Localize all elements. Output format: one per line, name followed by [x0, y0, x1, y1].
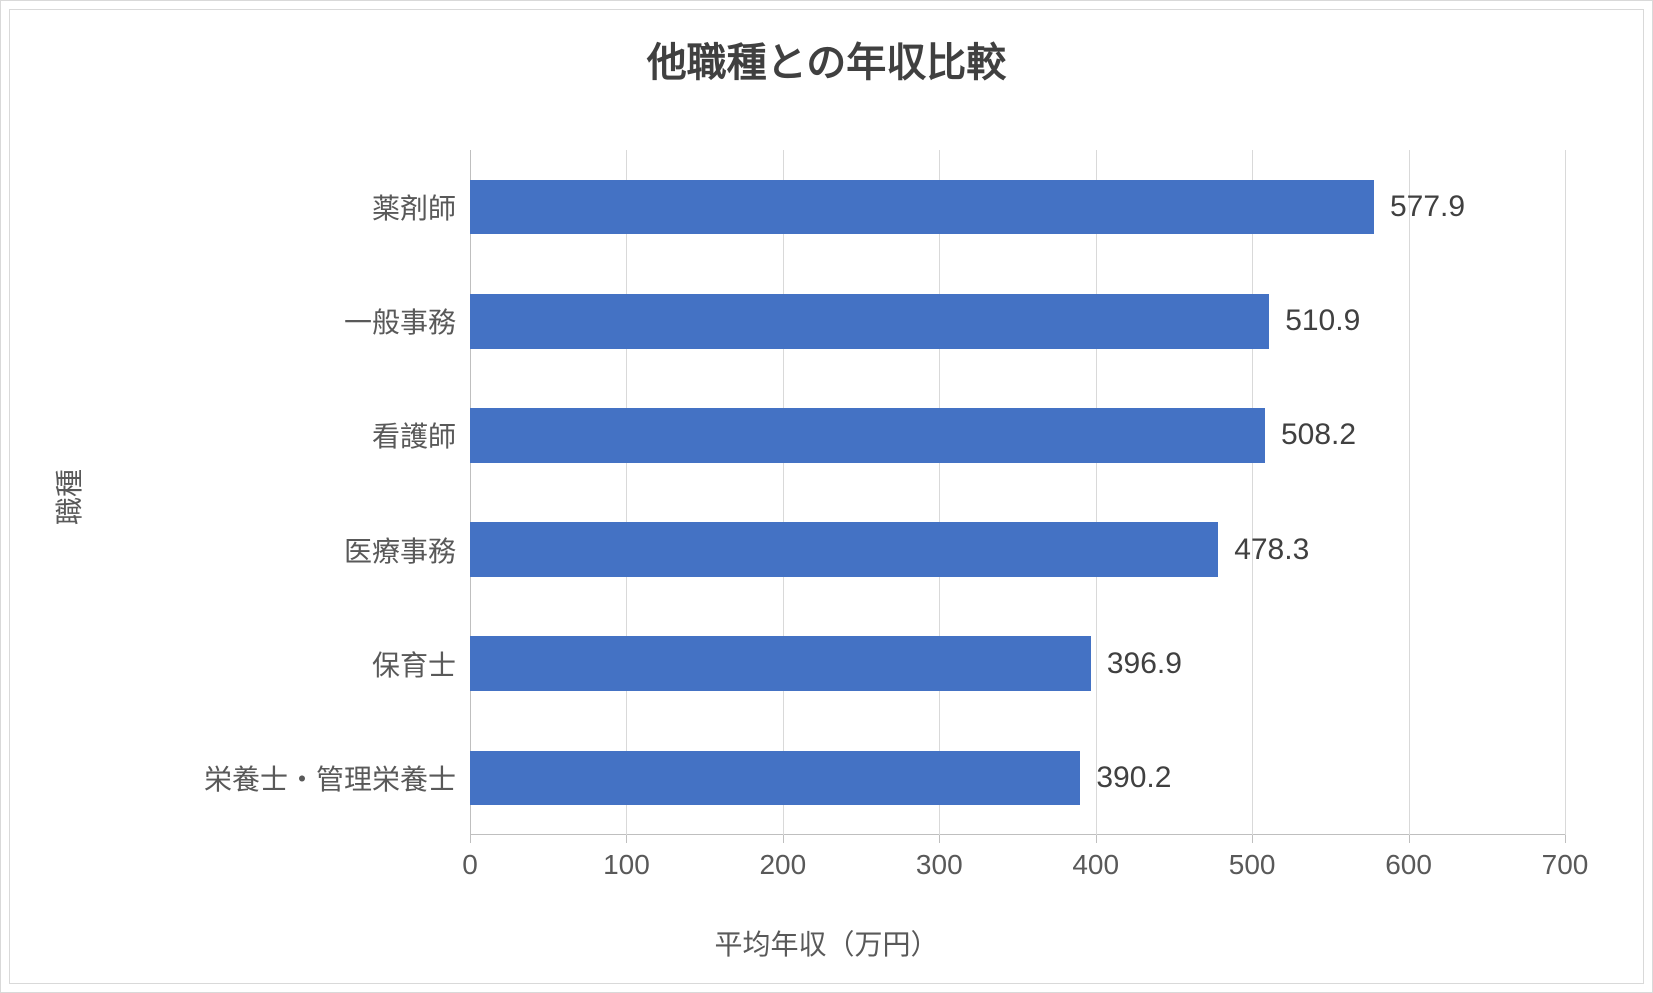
- x-tick-label: 0: [462, 849, 478, 881]
- bar: [470, 636, 1091, 691]
- bar: [470, 751, 1080, 806]
- x-tick-mark: [1409, 835, 1410, 843]
- y-axis-line: [470, 150, 471, 835]
- bar-row: 508.2: [470, 408, 1356, 463]
- bar: [470, 180, 1374, 235]
- x-tick-mark: [939, 835, 940, 843]
- bar: [470, 294, 1269, 349]
- bar-row: 396.9: [470, 636, 1182, 691]
- y-tick-label: 看護師: [372, 415, 470, 455]
- x-axis-line: [470, 834, 1565, 835]
- chart-title: 他職種との年収比較: [10, 30, 1643, 88]
- x-tick-mark: [783, 835, 784, 843]
- y-tick-label: 保育士: [372, 644, 470, 684]
- x-tick-label: 300: [916, 849, 963, 881]
- bar-row: 510.9: [470, 294, 1360, 349]
- x-tick-mark: [1252, 835, 1253, 843]
- x-tick-mark: [470, 835, 471, 843]
- x-tick-mark: [1565, 835, 1566, 843]
- grid-line: [1409, 150, 1410, 835]
- grid-line: [626, 150, 627, 835]
- grid-line: [1252, 150, 1253, 835]
- grid-line: [1096, 150, 1097, 835]
- x-tick-label: 200: [759, 849, 806, 881]
- bar-row: 390.2: [470, 751, 1171, 806]
- bar-row: 577.9: [470, 180, 1465, 235]
- bar-value-label: 390.2: [1096, 761, 1171, 795]
- x-tick-label: 100: [603, 849, 650, 881]
- x-tick-label: 700: [1542, 849, 1589, 881]
- grid-line: [1565, 150, 1566, 835]
- grid-line: [783, 150, 784, 835]
- y-axis-title: 職種: [48, 468, 88, 524]
- bar-value-label: 508.2: [1281, 418, 1356, 452]
- bar: [470, 408, 1265, 463]
- bar-row: 478.3: [470, 522, 1309, 577]
- x-tick-label: 500: [1229, 849, 1276, 881]
- chart-inner: 他職種との年収比較 職種 平均年収（万円） 010020030040050060…: [9, 9, 1644, 984]
- x-tick-mark: [626, 835, 627, 843]
- bar: [470, 522, 1218, 577]
- bar-value-label: 396.9: [1107, 647, 1182, 681]
- y-tick-label: 医療事務: [344, 530, 470, 570]
- x-tick-label: 400: [1072, 849, 1119, 881]
- x-tick-label: 600: [1385, 849, 1432, 881]
- plot-area: 0100200300400500600700薬剤師577.9一般事務510.9看…: [470, 150, 1565, 835]
- chart-card: 他職種との年収比較 職種 平均年収（万円） 010020030040050060…: [0, 0, 1653, 993]
- bar-value-label: 478.3: [1234, 533, 1309, 567]
- bar-value-label: 577.9: [1390, 190, 1465, 224]
- y-tick-label: 薬剤師: [372, 187, 470, 227]
- x-tick-mark: [1096, 835, 1097, 843]
- y-tick-label: 栄養士・管理栄養士: [204, 758, 470, 798]
- x-axis-title: 平均年収（万円）: [10, 923, 1643, 963]
- grid-line: [939, 150, 940, 835]
- bar-value-label: 510.9: [1285, 304, 1360, 338]
- y-tick-label: 一般事務: [344, 301, 470, 341]
